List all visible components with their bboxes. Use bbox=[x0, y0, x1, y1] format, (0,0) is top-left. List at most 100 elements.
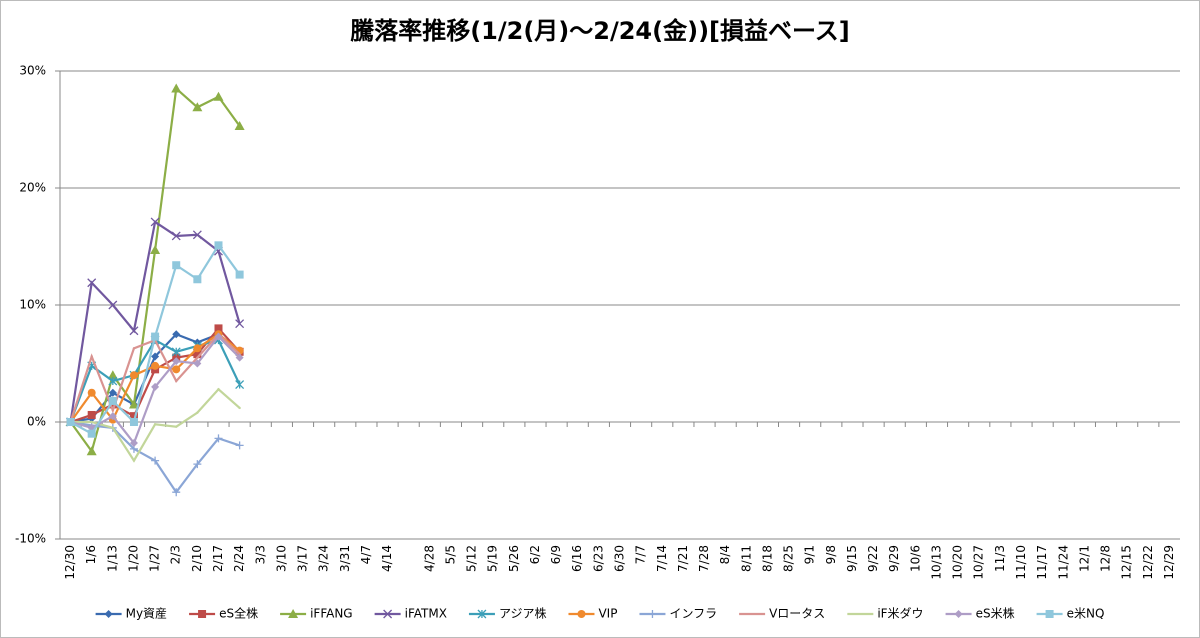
x-tick-label: 12/29 bbox=[1162, 545, 1176, 580]
data-point bbox=[108, 300, 118, 310]
x-tick-label: 10/27 bbox=[972, 545, 986, 580]
data-point bbox=[193, 350, 202, 359]
data-point bbox=[196, 356, 199, 359]
data-point bbox=[151, 352, 160, 361]
x-tick-label: 3/17 bbox=[296, 545, 310, 572]
x-tick-label: 9/29 bbox=[887, 545, 901, 572]
data-point bbox=[238, 406, 241, 410]
x-tick-label: 11/24 bbox=[1056, 545, 1070, 580]
x-tick-label: 9/22 bbox=[866, 545, 880, 572]
legend-label: アジア株 bbox=[499, 606, 547, 621]
legend-marker bbox=[383, 609, 393, 619]
x-tick-label: 5/26 bbox=[507, 545, 521, 572]
x-tick-label: 1/6 bbox=[84, 545, 98, 564]
x-tick-label: 7/14 bbox=[655, 545, 669, 572]
data-point bbox=[129, 326, 139, 336]
y-tick-label: 0% bbox=[27, 415, 46, 429]
x-tick-label: 1/27 bbox=[148, 545, 162, 572]
x-tick-label: 9/15 bbox=[845, 545, 859, 572]
data-point bbox=[129, 412, 138, 421]
x-tick-label: 6/30 bbox=[613, 545, 627, 572]
x-tick-label: 9/8 bbox=[824, 545, 838, 564]
data-point bbox=[128, 399, 139, 409]
data-point bbox=[108, 376, 118, 386]
data-point bbox=[111, 409, 115, 412]
x-tick-label: 7/28 bbox=[697, 545, 711, 572]
legend-item: インフラ bbox=[639, 607, 717, 621]
data-point bbox=[151, 361, 160, 370]
data-point bbox=[235, 353, 244, 362]
data-point bbox=[107, 370, 118, 380]
legend-item: My資産 bbox=[95, 606, 167, 621]
legend-item: eS米株 bbox=[945, 606, 1015, 621]
data-point bbox=[193, 460, 202, 469]
data-point bbox=[235, 319, 245, 329]
x-tick-label: 6/16 bbox=[570, 545, 584, 572]
legend-item: iF米ダウ bbox=[847, 606, 924, 621]
data-point bbox=[151, 332, 160, 341]
x-tick-label: 12/30 bbox=[63, 545, 77, 580]
legend-label: eS全株 bbox=[219, 606, 258, 621]
x-tick-label: 7/21 bbox=[676, 545, 690, 572]
data-point bbox=[90, 420, 93, 424]
x-tick-label: 2/24 bbox=[232, 545, 246, 572]
data-point bbox=[214, 241, 223, 250]
legend-marker bbox=[288, 609, 299, 618]
x-tick-label: 2/3 bbox=[169, 545, 183, 564]
legend-item: iFATMX bbox=[374, 607, 447, 621]
x-tick-label: 11/3 bbox=[993, 545, 1007, 572]
x-tick-label: 12/15 bbox=[1120, 545, 1134, 580]
data-point bbox=[129, 418, 138, 426]
x-tick-label: 8/11 bbox=[739, 545, 753, 572]
data-point bbox=[90, 355, 93, 358]
x-tick-label: 12/22 bbox=[1141, 545, 1155, 580]
data-point bbox=[193, 275, 202, 284]
x-tick-label: 11/10 bbox=[1014, 545, 1028, 580]
data-point bbox=[172, 261, 181, 270]
data-point bbox=[108, 388, 117, 397]
x-tick-label: 8/18 bbox=[760, 545, 774, 572]
x-tick-label: 5/5 bbox=[443, 545, 457, 564]
x-tick-label: 4/14 bbox=[380, 545, 394, 572]
legend-marker bbox=[477, 609, 487, 619]
legend-label: iFFANG bbox=[310, 607, 353, 621]
data-point bbox=[111, 426, 115, 430]
data-point bbox=[217, 388, 220, 391]
data-point bbox=[175, 425, 178, 428]
data-point bbox=[132, 347, 136, 350]
data-point bbox=[87, 388, 96, 397]
data-point bbox=[196, 411, 199, 414]
legend-marker bbox=[577, 610, 586, 618]
x-tick-label: 2/17 bbox=[211, 545, 225, 572]
data-point bbox=[129, 439, 138, 448]
data-point bbox=[108, 396, 117, 405]
data-point bbox=[172, 330, 181, 339]
data-point bbox=[86, 446, 97, 456]
data-point bbox=[172, 488, 181, 497]
chart-title: 騰落率推移(1/2(月)～2/24(金))[損益ベース] bbox=[350, 17, 850, 45]
legend-item: Vロータス bbox=[739, 607, 825, 621]
x-tick-label: 8/4 bbox=[718, 545, 732, 564]
x-tick-label: 10/6 bbox=[908, 545, 922, 572]
legend-label: iFATMX bbox=[405, 607, 447, 621]
legend-label: e米NQ bbox=[1067, 607, 1105, 621]
legend-item: eS全株 bbox=[189, 606, 258, 621]
x-tick-label: 6/2 bbox=[528, 545, 542, 564]
data-point bbox=[234, 120, 245, 130]
legend: My資産 eS全株 iFFANG iFATMX アジア株 VIP インフラ Vロータス iF米ダ… bbox=[95, 606, 1105, 621]
x-tick-label: 5/19 bbox=[486, 545, 500, 572]
data-point bbox=[108, 412, 117, 421]
x-tick-label: 3/24 bbox=[317, 545, 331, 572]
data-point bbox=[193, 344, 202, 353]
data-point bbox=[171, 231, 181, 241]
data-point bbox=[132, 459, 136, 462]
y-tick-label: 30% bbox=[19, 64, 46, 78]
x-tick-label: 4/7 bbox=[359, 545, 373, 564]
data-point bbox=[151, 456, 160, 465]
x-tick-label: 3/3 bbox=[253, 545, 267, 564]
data-point bbox=[172, 357, 181, 366]
data-point bbox=[235, 270, 244, 279]
data-point bbox=[150, 217, 160, 227]
x-tick-label: 2/10 bbox=[190, 545, 204, 572]
